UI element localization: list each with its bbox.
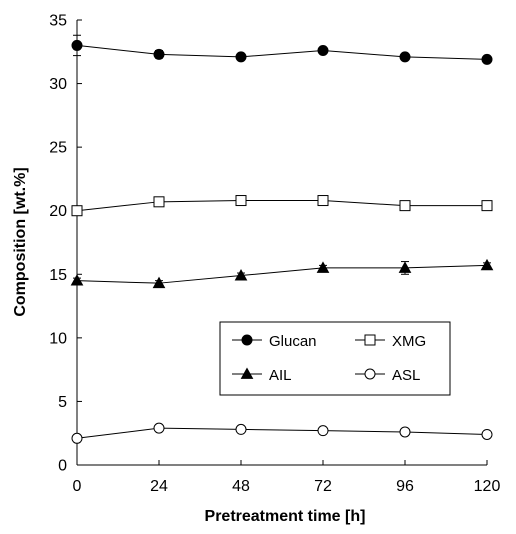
legend-label-glucan: Glucan [269, 333, 317, 350]
data-point-glucan [71, 39, 83, 51]
data-point-ail [480, 258, 494, 271]
y-ticks: 0 5 10 15 20 25 30 35 [49, 13, 82, 475]
series-line-asl [76, 427, 488, 439]
data-point-glucan [317, 45, 329, 57]
y-axis-label: Composition [wt.%] [12, 167, 29, 316]
series-glucan [71, 34, 493, 65]
data-point-ail [152, 276, 166, 289]
data-point-xmg [399, 200, 411, 212]
x-tick-label: 0 [73, 478, 82, 495]
data-point-ail [316, 261, 330, 273]
data-point-ail [70, 274, 84, 286]
legend-marker-glucan [241, 334, 253, 346]
y-tick-label: 35 [49, 13, 67, 30]
y-tick-label: 20 [49, 203, 67, 220]
data-point-asl [235, 423, 247, 435]
data-point-asl [481, 428, 493, 440]
y-tick-label: 15 [49, 267, 67, 284]
data-point-xmg [71, 205, 83, 217]
data-point-glucan [481, 53, 493, 65]
x-tick-label: 72 [314, 478, 332, 495]
data-point-glucan [153, 48, 165, 60]
x-axis-label: Pretreatment time [h] [205, 508, 366, 525]
data-point-xmg [481, 200, 493, 212]
series-line-glucan [76, 44, 488, 60]
data-point-ail [234, 269, 248, 281]
x-tick-label: 96 [396, 478, 414, 495]
legend-marker-ail [240, 367, 254, 379]
series-layer [70, 34, 494, 444]
legend-marker-asl [364, 368, 376, 380]
y-tick-label: 10 [49, 330, 67, 347]
legend-label-asl: ASL [392, 367, 420, 384]
series-line-ail [76, 264, 488, 284]
series-asl [71, 422, 493, 444]
x-tick-label: 48 [232, 478, 250, 495]
axes [76, 20, 487, 466]
data-point-glucan [399, 51, 411, 63]
legend-label-xmg: XMG [392, 333, 426, 350]
data-point-asl [317, 425, 329, 437]
legend-label-ail: AIL [269, 367, 292, 384]
legend: Glucan XMG AIL ASL [219, 321, 451, 396]
legend-marker-xmg [364, 334, 376, 346]
y-tick-label: 30 [49, 76, 67, 93]
y-tick-label: 25 [49, 140, 67, 157]
data-point-asl [153, 422, 165, 434]
data-point-asl [399, 426, 411, 438]
y-tick-label: 5 [58, 394, 67, 411]
data-point-asl [71, 432, 83, 444]
series-xmg [71, 195, 493, 217]
data-point-xmg [235, 195, 247, 207]
x-tick-label: 120 [474, 478, 501, 495]
series-ail [70, 258, 494, 289]
data-point-glucan [235, 51, 247, 63]
data-point-ail [398, 261, 412, 273]
series-line-xmg [76, 200, 487, 212]
data-point-xmg [153, 196, 165, 208]
x-ticks: 0 24 48 72 96 120 [73, 460, 501, 495]
x-tick-label: 24 [150, 478, 168, 495]
data-point-xmg [317, 195, 329, 207]
legend-box [219, 321, 451, 396]
y-tick-label: 0 [58, 458, 67, 475]
